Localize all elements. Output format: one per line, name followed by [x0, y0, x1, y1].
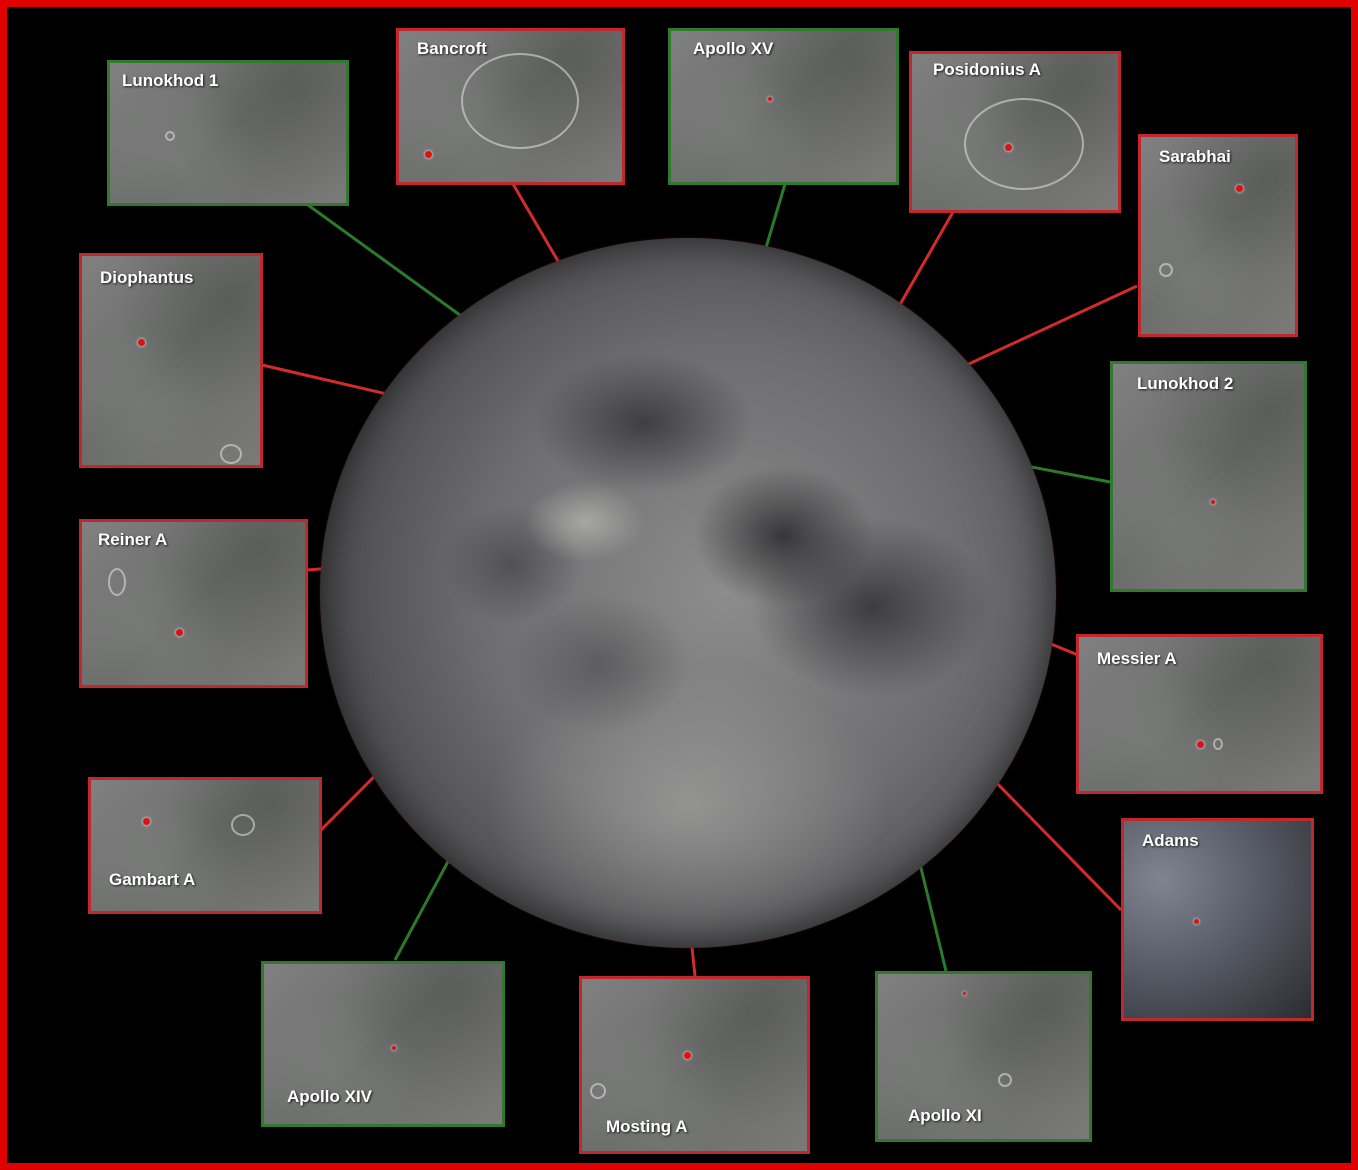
inset-sarabhai: Sarabhai	[1138, 134, 1298, 337]
target-dot	[1005, 144, 1012, 151]
target-dot	[1211, 500, 1215, 504]
inset-label: Sarabhai	[1159, 147, 1231, 166]
inset-label: Reiner A	[98, 530, 168, 549]
target-dot	[684, 1052, 691, 1059]
target-dot	[1197, 741, 1204, 748]
inset-label: Apollo XI	[908, 1106, 982, 1125]
inset-mosting-a: Mosting A	[579, 976, 810, 1154]
inset-label: Bancroft	[417, 39, 487, 58]
target-dot	[1194, 919, 1199, 924]
inset-label: Mosting A	[606, 1117, 688, 1136]
inset-posidonius-a: Posidonius A	[909, 51, 1121, 213]
crater-mark	[231, 814, 255, 836]
moon-image	[320, 238, 1056, 948]
inset-adams: Adams	[1121, 818, 1314, 1021]
inset-messier-a: Messier A	[1076, 634, 1323, 794]
inset-label: Messier A	[1097, 649, 1177, 668]
inset-label: Gambart A	[109, 870, 196, 889]
inset-label: Lunokhod 2	[1137, 374, 1234, 393]
inset-label: Adams	[1142, 831, 1199, 850]
inset-lunokhod-1: Lunokhod 1	[107, 60, 349, 206]
crater-mark	[590, 1083, 606, 1099]
inset-apollo-xiv: Apollo XIV	[261, 961, 505, 1127]
crater-mark	[1159, 263, 1173, 277]
inset-lunokhod-2: Lunokhod 2	[1110, 361, 1307, 592]
inset-diophantus: Diophantus	[79, 253, 263, 468]
inset-label: Apollo XIV	[287, 1087, 372, 1106]
inset-apollo-xi: Apollo XI	[875, 971, 1092, 1142]
target-dot	[138, 339, 145, 346]
target-dot	[1236, 185, 1243, 192]
crater-mark	[461, 53, 579, 149]
target-dot	[425, 151, 432, 158]
crater-mark	[108, 568, 126, 596]
inset-label: Apollo XV	[693, 39, 774, 58]
inset-apollo-xv: Apollo XV	[668, 28, 899, 185]
inset-label: Lunokhod 1	[122, 71, 219, 90]
inset-reiner-a: Reiner A	[79, 519, 308, 688]
crater-mark	[1213, 738, 1223, 750]
crater-mark	[165, 131, 175, 141]
inset-label: Posidonius A	[933, 60, 1041, 79]
target-dot	[392, 1046, 396, 1050]
target-dot	[963, 992, 966, 995]
crater-mark	[998, 1073, 1012, 1087]
target-dot	[768, 97, 772, 101]
inset-bancroft: Bancroft	[396, 28, 625, 185]
target-dot	[176, 629, 183, 636]
crater-mark	[964, 98, 1084, 190]
inset-label: Diophantus	[100, 268, 194, 287]
target-dot	[143, 818, 150, 825]
inset-gambart-a: Gambart A	[88, 777, 322, 914]
crater-mark	[220, 444, 242, 464]
connector-adams	[984, 770, 1123, 912]
